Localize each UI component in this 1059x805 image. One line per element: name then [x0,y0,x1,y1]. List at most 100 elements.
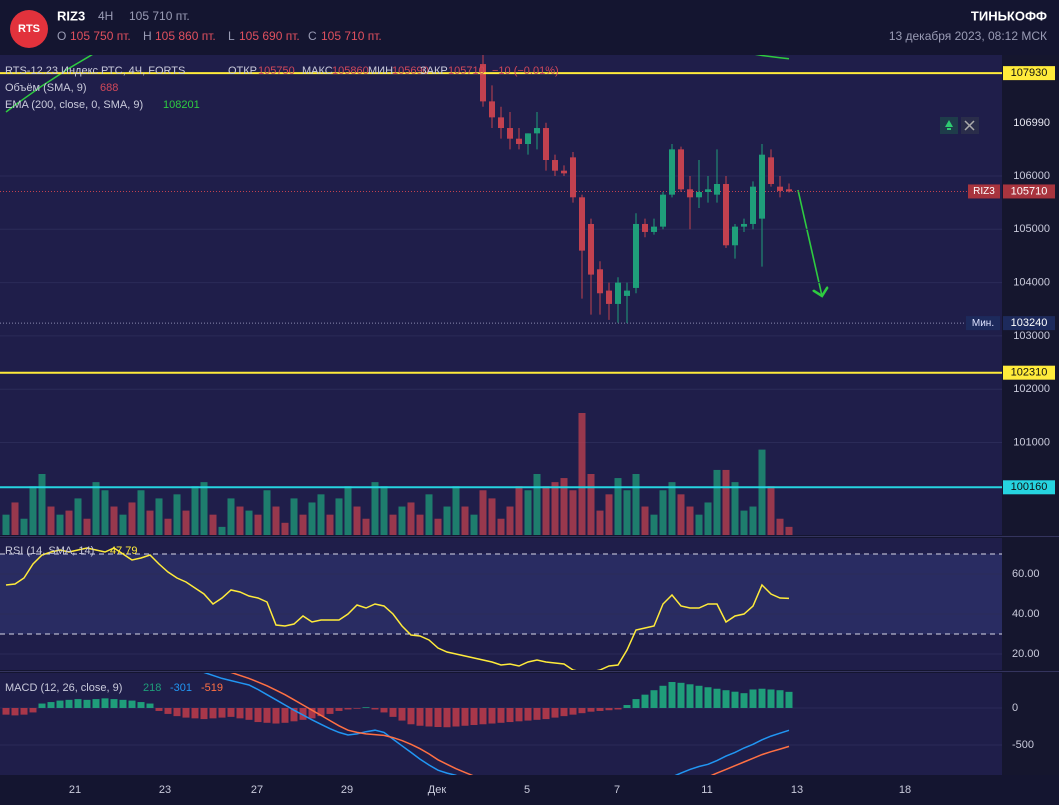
volume-bar [452,486,460,535]
volume-bar [83,518,91,535]
interval: 4H [98,9,113,23]
macd-histogram-bar [272,707,280,724]
volume-bar [722,469,730,535]
rsi-pane [0,538,1002,670]
macd-histogram-bar [290,707,298,722]
macd-histogram-bar [596,707,604,711]
macd-histogram-bar [695,685,703,708]
macd-histogram-bar [119,699,127,708]
macd-histogram-bar [425,707,433,727]
candle-body [714,183,720,195]
y-tick-label: 102000 [1013,383,1050,395]
macd-histogram-bar [632,699,640,708]
volume-bar [254,514,262,535]
candle-body [480,64,486,102]
macd-histogram-bar [722,690,730,708]
level-tag [1003,66,1055,81]
volume-bar [740,510,748,535]
volume-bar [758,449,766,535]
macd-histogram-bar [65,699,73,708]
volume-bar [560,478,568,535]
brand: ТИНЬКОФФ [971,8,1047,23]
volume-bar [290,498,298,535]
candle-body [552,160,558,171]
macd-histogram-bar [614,707,622,710]
candle-body [651,226,657,232]
macd-histogram-bar [344,707,352,710]
legend-change: −10 (−0.01%) [492,65,559,77]
x-tick-label: 23 [159,784,171,796]
symbol: RIZ3 [57,8,85,23]
macd-histogram-bar [92,699,100,708]
ema-value: 108201 [163,99,200,111]
macd-histogram-bar [299,707,307,720]
macd-histogram-bar [740,693,748,708]
macd-histogram-bar [461,707,469,726]
macd-histogram-bar [29,707,37,713]
volume-bar [272,506,280,535]
macd-histogram-bar [353,707,361,709]
candle-body [705,189,711,192]
candle-body [588,223,594,275]
volume-bar [371,482,379,535]
ohlc-value: 105 690 пт. [239,29,300,43]
volume-bar [398,506,406,535]
min-tag-label: Мин. [972,318,994,329]
alert-tools[interactable] [940,117,979,134]
macd-histogram-bar [569,707,577,715]
alert-label: 106990 [1013,117,1050,129]
macd-histogram-bar [335,707,343,711]
y-tick-label: 40.00 [1012,608,1040,620]
symbol-tag [968,184,1000,199]
volume-bar [416,514,424,535]
macd-histogram-bar [488,707,496,724]
volume-bar [650,514,658,535]
macd-histogram-bar [578,707,586,714]
macd-histogram-bar [542,707,550,720]
candle-body [516,138,522,145]
macd-value: -519 [201,682,223,694]
ohlc-key: L [228,29,235,43]
price: 105 710 пт. [129,9,190,23]
volume-bar [128,502,136,535]
logo [10,10,48,48]
candle-body [669,149,675,195]
volume-bar [551,482,559,535]
macd-histogram-bar [371,707,379,710]
x-tick-label: 29 [341,784,353,796]
volume-bar [515,486,523,535]
candle-body [696,191,702,198]
volume-bar [785,526,793,535]
volume-bar [479,490,487,535]
volume-bar [578,413,586,535]
y-tick-label: 20.00 [1012,648,1040,660]
macd-histogram-bar [209,707,217,719]
macd-histogram-bar [20,707,28,715]
volume-bar [110,506,118,535]
volume-bar [677,494,685,535]
macd-histogram-bar [182,707,190,718]
legend-ohlc-key: ЗАКР [420,65,448,77]
y-tick-label: 60.00 [1012,568,1040,580]
volume-bar [344,486,352,535]
candle-body [543,128,549,161]
layer [0,673,1002,775]
volume-bar [353,506,361,535]
macd-histogram-bar [623,705,631,708]
volume-bar [308,502,316,535]
level-label: 102310 [1011,367,1048,379]
volume-bar [542,486,550,535]
macd-histogram-bar [668,681,676,708]
volume-bar [56,514,64,535]
volume-bar [587,474,595,535]
candle-body [732,226,738,246]
rsi-value: 47.79 [110,545,138,557]
macd-histogram-bar [317,707,325,717]
legend-title: RTS-12.23 Индекс РТС, 4Ч, FORTS [5,65,185,77]
volume-bar [488,498,496,535]
last-price-label: 105710 [1011,185,1048,197]
candle-body [759,154,765,219]
candle-body [660,194,666,227]
volume-bar [596,510,604,535]
